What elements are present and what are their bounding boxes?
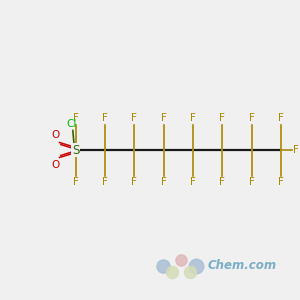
Text: F: F [293,145,299,155]
Text: F: F [73,177,79,187]
Text: F: F [219,113,225,123]
Point [170,269,175,274]
Text: F: F [190,177,196,187]
Point [194,263,199,268]
Text: O: O [52,130,60,140]
Point [161,263,166,268]
Text: S: S [72,143,80,157]
Text: F: F [131,113,137,123]
Point [179,257,184,262]
Text: F: F [73,113,79,123]
Text: Chem.com: Chem.com [208,259,277,272]
Point [188,269,193,274]
Text: F: F [249,177,254,187]
Text: F: F [190,113,196,123]
Text: O: O [52,160,60,170]
Text: Cl: Cl [66,119,76,129]
Text: F: F [278,177,284,187]
Text: F: F [219,177,225,187]
Text: F: F [102,177,108,187]
Text: F: F [161,113,167,123]
Text: F: F [278,113,284,123]
Text: F: F [131,177,137,187]
Text: F: F [249,113,254,123]
Text: F: F [161,177,167,187]
Text: F: F [102,113,108,123]
